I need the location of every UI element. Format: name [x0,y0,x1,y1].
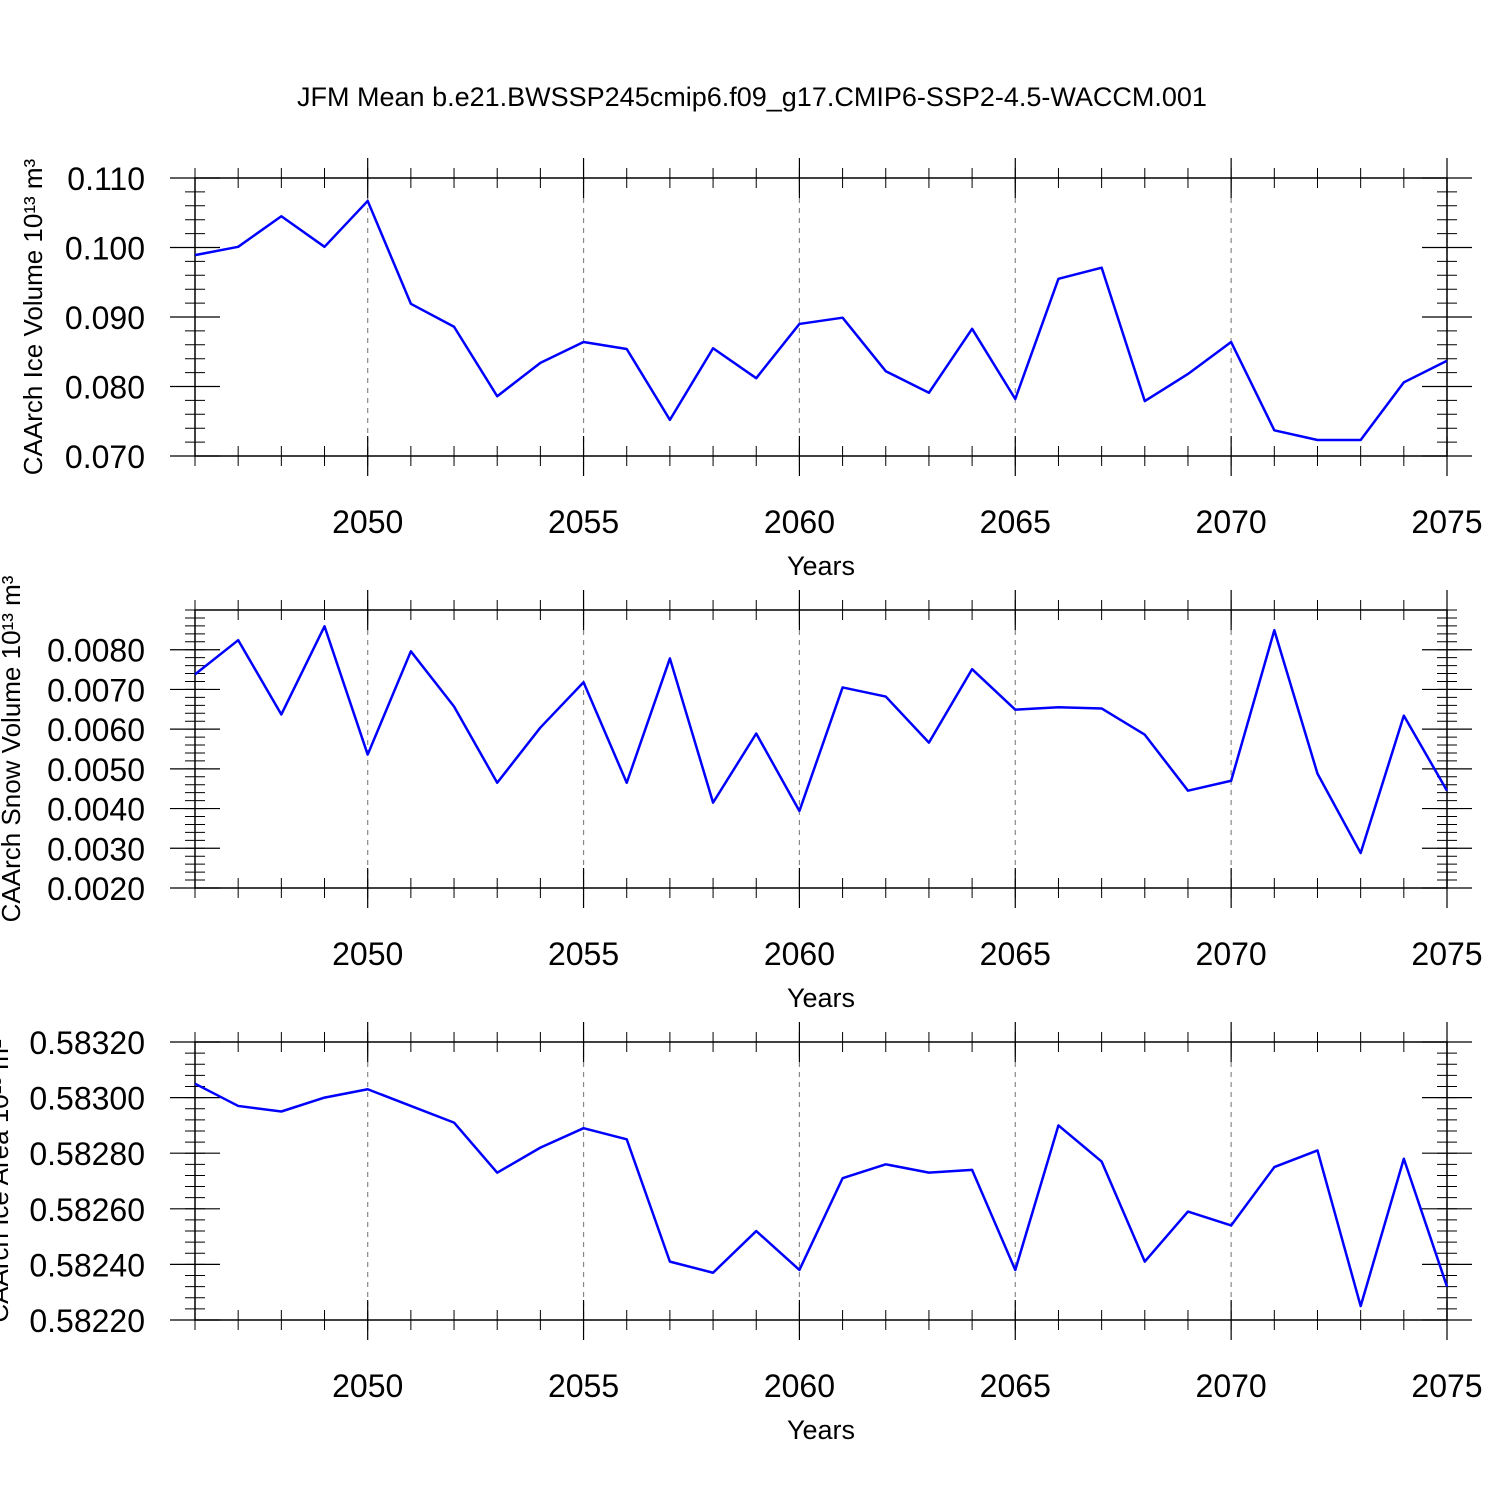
y-tick-label: 0.58280 [29,1136,145,1172]
y-tick-label: 0.58300 [29,1081,145,1117]
y-tick-label: 0.0060 [47,712,145,748]
x-tick-label: 2050 [332,504,403,540]
y-tick-label: 0.090 [65,300,145,336]
x-tick-label: 2060 [764,1368,835,1404]
y-tick-label: 0.110 [67,161,145,197]
x-tick-label: 2050 [332,1368,403,1404]
x-tick-label: 2055 [548,1368,619,1404]
y-tick-label: 0.070 [65,439,145,475]
data-line [194,199,1448,442]
y-axis-label: CAArch Ice Volume 10¹³ m³ [18,158,48,475]
x-tick-label: 2060 [764,936,835,972]
y-tick-label: 0.58220 [29,1303,145,1339]
x-tick-label: 2050 [332,936,403,972]
chart-title: JFM Mean b.e21.BWSSP245cmip6.f09_g17.CMI… [297,82,1207,112]
plot-frame [194,177,1448,457]
x-axis-label: Years [787,551,855,581]
y-tick-label: 0.58240 [29,1247,145,1283]
data-line [194,1082,1449,1308]
y-tick-label: 0.0080 [47,633,145,669]
plot-frame [194,1041,1448,1321]
x-tick-label: 2055 [548,936,619,972]
x-tick-label: 2070 [1196,504,1267,540]
x-tick-label: 2070 [1196,936,1267,972]
x-tick-label: 2075 [1411,1368,1482,1404]
plot-frame [194,609,1448,889]
x-tick-label: 2065 [980,504,1051,540]
x-axis-label: Years [787,1415,855,1445]
y-tick-label: 0.0050 [47,752,145,788]
y-tick-label: 0.0070 [47,672,145,708]
y-tick-label: 0.100 [65,231,145,267]
y-axis-label: CAArch Snow Volume 10¹³ m³ [0,575,26,922]
data-line [194,625,1449,855]
x-tick-label: 2070 [1196,1368,1267,1404]
y-tick-label: 0.080 [65,370,145,406]
x-tick-label: 2065 [980,1368,1051,1404]
x-tick-label: 2075 [1411,504,1482,540]
y-tick-label: 0.58260 [29,1192,145,1228]
x-tick-label: 2075 [1411,936,1482,972]
x-tick-label: 2060 [764,504,835,540]
y-axis-label: CAArch Ice Area 10¹³ m² [0,1039,14,1323]
y-tick-label: 0.0030 [47,831,145,867]
y-tick-label: 0.0020 [47,871,145,907]
x-tick-label: 2055 [548,504,619,540]
y-tick-label: 0.58320 [29,1025,145,1061]
y-tick-label: 0.0040 [47,792,145,828]
x-tick-label: 2065 [980,936,1051,972]
x-axis-label: Years [787,983,855,1013]
